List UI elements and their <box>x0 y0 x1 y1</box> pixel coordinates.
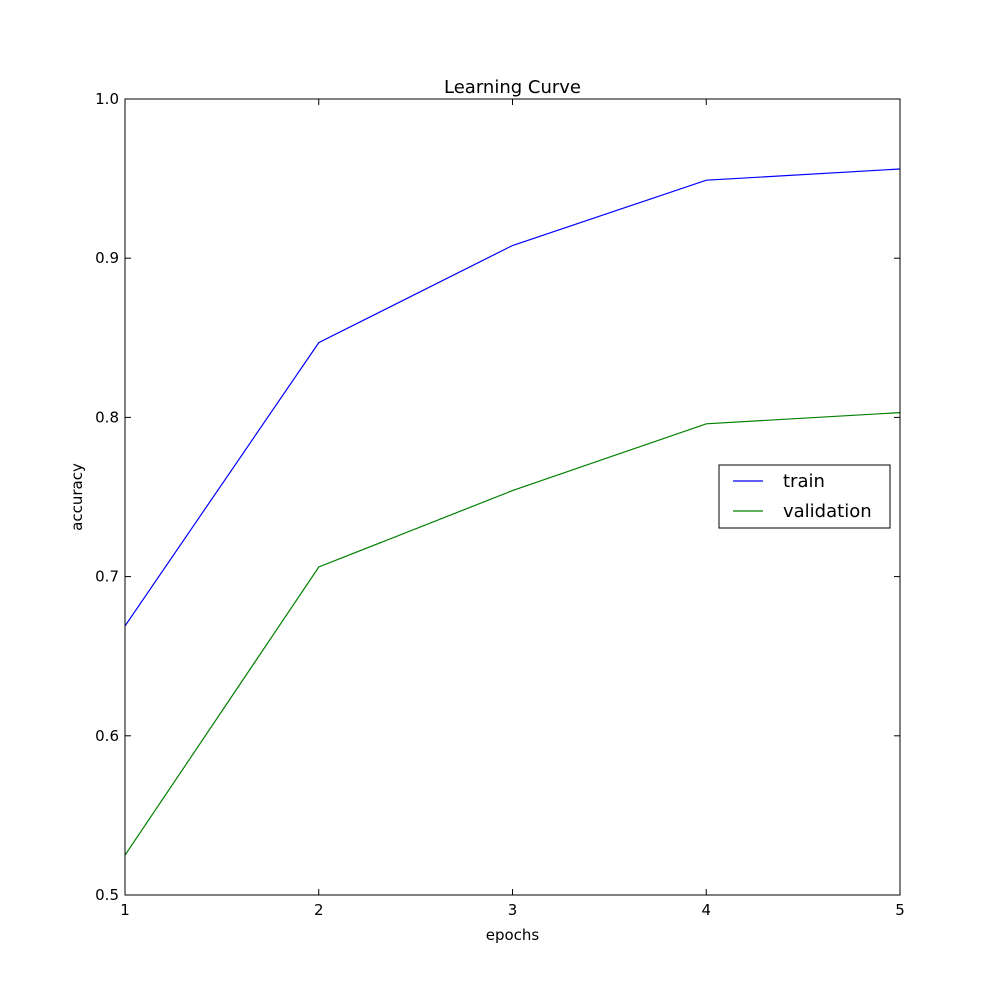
x-tick-label: 1 <box>120 901 130 919</box>
legend-train-label: train <box>783 471 825 492</box>
chart-title: Learning Curve <box>444 77 581 98</box>
y-tick-label: 1.0 <box>95 90 119 108</box>
y-tick-label: 0.9 <box>95 249 119 267</box>
y-axis-label: accuracy <box>68 463 86 531</box>
legend: train validation <box>718 464 891 529</box>
x-tick-label: 2 <box>314 901 324 919</box>
x-tick-label: 5 <box>895 901 905 919</box>
series-line-train <box>124 168 901 627</box>
y-tick-label: 0.8 <box>95 408 119 426</box>
series-line-validation <box>124 412 901 856</box>
legend-box <box>718 464 891 529</box>
y-tick-label: 0.7 <box>95 568 119 586</box>
x-axis-label: epochs <box>486 926 540 944</box>
x-tick-label: 3 <box>508 901 518 919</box>
axis-ticks: 1 2 3 4 5 0.5 0.6 0.7 0.8 0.9 1.0 <box>95 90 905 919</box>
y-tick-label: 0.5 <box>95 886 119 904</box>
x-tick-label: 4 <box>701 901 711 919</box>
legend-validation-label: validation <box>783 501 872 522</box>
y-tick-label: 0.6 <box>95 727 119 745</box>
plot-area <box>124 168 901 856</box>
